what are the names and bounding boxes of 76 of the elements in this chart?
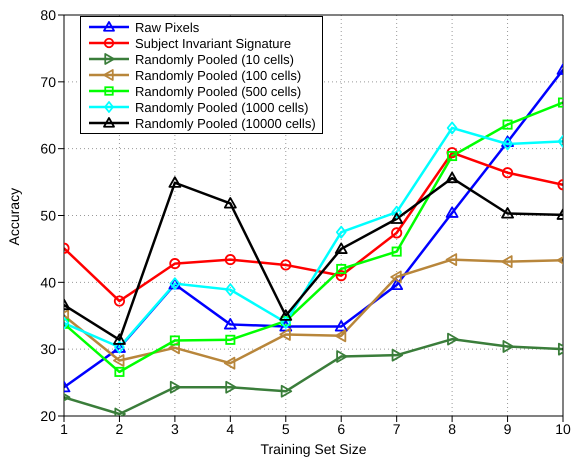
x-tick-label: 3 — [170, 420, 179, 437]
point — [224, 318, 237, 330]
point — [280, 259, 292, 271]
point — [501, 255, 513, 268]
y-tick-label: 30 — [40, 341, 56, 358]
legend-label: Randomly Pooled (10000 cells) — [135, 116, 316, 130]
point — [447, 150, 458, 162]
point — [446, 206, 459, 218]
point — [169, 258, 180, 270]
point — [168, 341, 180, 354]
point — [280, 316, 292, 329]
point — [170, 380, 182, 394]
point — [446, 253, 458, 266]
point — [336, 270, 347, 282]
point — [170, 335, 180, 346]
point — [390, 212, 404, 224]
legend-label: Raw Pixels — [135, 20, 200, 34]
x-tick-label: 1 — [60, 420, 68, 437]
point — [501, 207, 514, 219]
legend-label: Randomly Pooled (1000 cells) — [135, 100, 308, 114]
legend-label: Randomly Pooled (100 cells) — [135, 68, 302, 82]
point — [502, 138, 513, 150]
point — [502, 120, 513, 130]
x-tick-label: 8 — [448, 420, 456, 437]
point — [279, 320, 292, 332]
point — [446, 172, 459, 184]
point — [114, 295, 126, 307]
y-tick-label: 40 — [40, 274, 56, 290]
point — [224, 356, 236, 370]
point — [502, 340, 514, 353]
point — [225, 380, 237, 394]
y-tick-label: 70 — [40, 74, 56, 90]
point — [392, 348, 404, 362]
x-tick-label: 5 — [282, 420, 290, 437]
point — [225, 283, 236, 296]
point — [502, 167, 514, 178]
point — [336, 350, 348, 363]
y-tick-label: 20 — [40, 408, 56, 424]
point — [390, 270, 402, 284]
point — [501, 136, 514, 148]
point — [390, 278, 404, 290]
x-tick-label: 7 — [392, 420, 401, 437]
point — [334, 320, 348, 332]
x-axis-title: Training Set Size — [260, 441, 367, 457]
point — [114, 366, 124, 377]
point — [391, 227, 402, 238]
point — [279, 309, 292, 321]
y-tick-label: 60 — [40, 140, 56, 157]
point — [334, 329, 346, 342]
x-tick-label: 2 — [116, 420, 124, 437]
point — [225, 334, 236, 345]
x-tick-label: 6 — [337, 420, 346, 437]
point — [336, 264, 346, 274]
point — [113, 333, 126, 345]
point — [334, 242, 348, 254]
y-axis-title: Accuracy — [6, 188, 22, 246]
y-tick-label: 80 — [40, 6, 56, 23]
point — [391, 206, 402, 219]
x-tick-label: 10 — [555, 420, 571, 437]
point — [392, 246, 402, 257]
x-tick-label: 4 — [226, 420, 234, 437]
x-tick-label: 9 — [504, 420, 512, 437]
point — [446, 147, 458, 158]
y-tick-label: 50 — [40, 207, 56, 224]
legend-label: Randomly Pooled (500 cells) — [135, 84, 302, 98]
point — [168, 176, 182, 188]
point — [280, 384, 292, 398]
point — [447, 332, 459, 346]
point — [224, 197, 237, 208]
point — [446, 122, 458, 134]
point — [336, 226, 347, 239]
point — [279, 328, 291, 341]
point — [224, 254, 236, 266]
legend-label: Subject Invariant Signature — [135, 36, 292, 50]
point — [113, 354, 124, 367]
legend-label: Randomly Pooled (10 cells) — [135, 52, 294, 66]
